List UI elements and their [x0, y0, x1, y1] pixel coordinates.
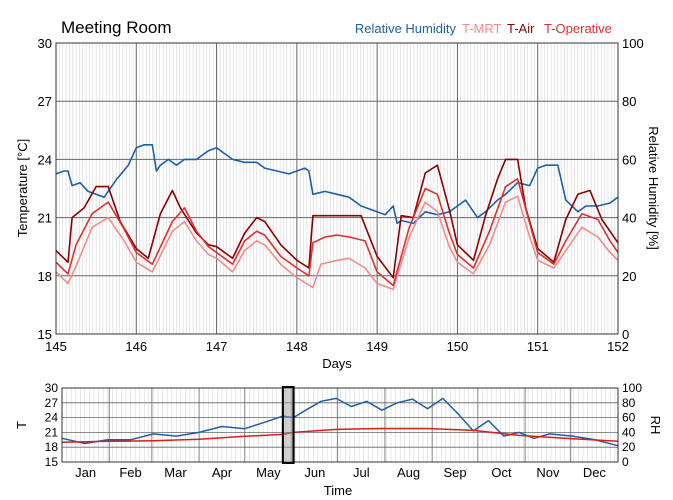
overview-x-label: Time [324, 483, 352, 498]
plot-border [55, 42, 619, 335]
x-tick-labels: 145 146 147 148 149 150 151 152 [45, 339, 629, 354]
y-left-tick-27: 27 [38, 94, 52, 109]
month-label-mar: Mar [164, 465, 187, 480]
month-label-jan: Jan [75, 465, 96, 480]
series-line-relative-humidity [55, 144, 619, 225]
y-right-tick-20: 20 [622, 269, 636, 284]
y-left-tick-21: 21 [38, 211, 52, 226]
y-right-tick-60: 60 [622, 152, 636, 167]
x-tick-147: 147 [206, 339, 228, 354]
y-left-tick-30: 30 [38, 36, 52, 51]
month-label-aug: Aug [397, 465, 420, 480]
overview-y-right-tick-20: 20 [622, 440, 636, 454]
overview-y-left-label: T [14, 421, 29, 429]
series-line-t-operative [55, 178, 619, 287]
month-label-feb: Feb [119, 465, 141, 480]
main-chart: 145 146 147 148 149 150 151 152 15 18 21 24 27 30 0 2… [15, 18, 661, 371]
overview-y-left-tick-21: 21 [45, 425, 59, 439]
y-right-tick-0: 0 [622, 327, 629, 342]
series-line-t-mrt [55, 195, 619, 291]
overview-y-right-label: RH [648, 416, 663, 435]
overview-y-left-tick-27: 27 [45, 396, 59, 410]
legend-t-mrt[interactable]: T-MRT [462, 21, 502, 36]
x-axis-label: Days [322, 356, 352, 371]
x-tick-146: 146 [125, 339, 147, 354]
series-line-t-air [55, 158, 619, 279]
y-right-tick-labels: 0 20 40 60 80 100 [622, 36, 644, 342]
plot-area [55, 42, 619, 335]
overview-background [62, 388, 618, 462]
overview-y-left-tick-15: 15 [45, 455, 59, 469]
month-labels: Jan Feb Mar Apr May Jun Jul Aug Sep Oct Nov Dec [75, 465, 606, 480]
overview-minor-grid [66, 388, 616, 462]
overview-y-right-tick-40: 40 [622, 425, 636, 439]
month-label-nov: Nov [536, 465, 560, 480]
legend-relative-humidity[interactable]: Relative Humidity [355, 21, 457, 36]
month-label-sep: Sep [443, 465, 466, 480]
month-label-jun: Jun [304, 465, 325, 480]
x-tick-150: 150 [447, 339, 469, 354]
x-tick-151: 151 [527, 339, 549, 354]
overview-series-line-relative-humidity [61, 397, 619, 447]
y-right-tick-80: 80 [622, 94, 636, 109]
overview-plot-area [61, 386, 619, 464]
month-label-oct: Oct [491, 465, 512, 480]
y-left-tick-labels: 15 18 21 24 27 30 [38, 36, 52, 342]
legend-t-air[interactable]: T-Air [507, 21, 535, 36]
x-tick-145: 145 [45, 339, 67, 354]
overview-y-left-tick-30: 30 [45, 381, 59, 395]
y-left-tick-15: 15 [38, 327, 52, 342]
month-label-apr: Apr [212, 465, 233, 480]
minor-grid [59, 43, 615, 334]
y-right-axis-label: Relative Humidity [%] [646, 126, 661, 250]
overview-series-layer [61, 397, 619, 447]
legend-t-operative[interactable]: T-Operative [544, 21, 612, 36]
x-tick-152: 152 [607, 339, 629, 354]
month-label-jul: Jul [353, 465, 370, 480]
overview-series-line-t-air [61, 427, 619, 444]
x-tick-149: 149 [366, 339, 388, 354]
y-left-tick-24: 24 [38, 152, 52, 167]
month-label-dec: Dec [583, 465, 607, 480]
overview-y-right-tick-60: 60 [622, 411, 636, 425]
x-tick-148: 148 [286, 339, 308, 354]
overview-y-right-tick-100: 100 [622, 381, 642, 395]
overview-border [61, 387, 619, 463]
overview-chart: Jan Feb Mar Apr May Jun Jul Aug Sep Oct Nov Dec 151… [14, 381, 663, 498]
y-right-tick-40: 40 [622, 211, 636, 226]
y-left-axis-label: Temperature [°C] [15, 139, 30, 237]
overview-y-left-tick-18: 18 [45, 440, 59, 454]
overview-y-right-tick-80: 80 [622, 396, 636, 410]
month-label-may: May [256, 465, 281, 480]
overview-y-right-tick-0: 0 [622, 455, 629, 469]
y-right-tick-100: 100 [622, 36, 644, 51]
y-left-tick-18: 18 [38, 269, 52, 284]
selection-window[interactable] [281, 386, 295, 464]
legend[interactable]: Relative Humidity T-MRT T-Air T-Operativ… [355, 21, 612, 36]
series-layer [55, 144, 619, 291]
overview-y-left-tick-24: 24 [45, 411, 59, 425]
chart-title: Meeting Room [61, 18, 172, 37]
